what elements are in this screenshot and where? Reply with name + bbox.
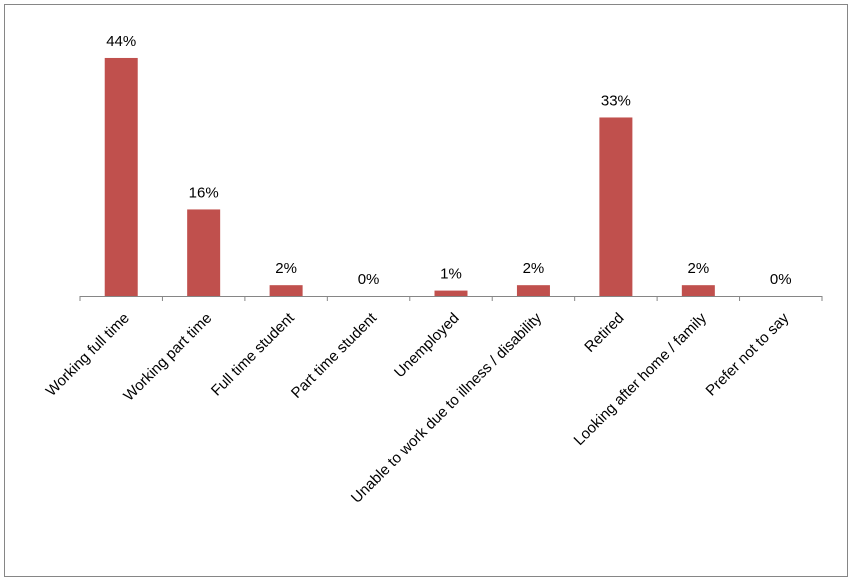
value-label: 2% — [523, 260, 545, 277]
value-label: 2% — [687, 260, 709, 277]
value-label: 1% — [440, 266, 462, 283]
value-label: 2% — [275, 260, 297, 277]
bar — [269, 285, 303, 296]
value-label: 16% — [189, 184, 219, 201]
bar — [187, 209, 221, 296]
value-label: 0% — [770, 271, 792, 288]
bar — [599, 117, 633, 296]
bar — [681, 285, 715, 296]
bar — [516, 285, 550, 296]
bar — [104, 57, 138, 297]
value-label: 44% — [106, 33, 136, 50]
value-label: 33% — [601, 92, 631, 109]
value-label: 0% — [358, 271, 380, 288]
bar — [434, 290, 468, 296]
